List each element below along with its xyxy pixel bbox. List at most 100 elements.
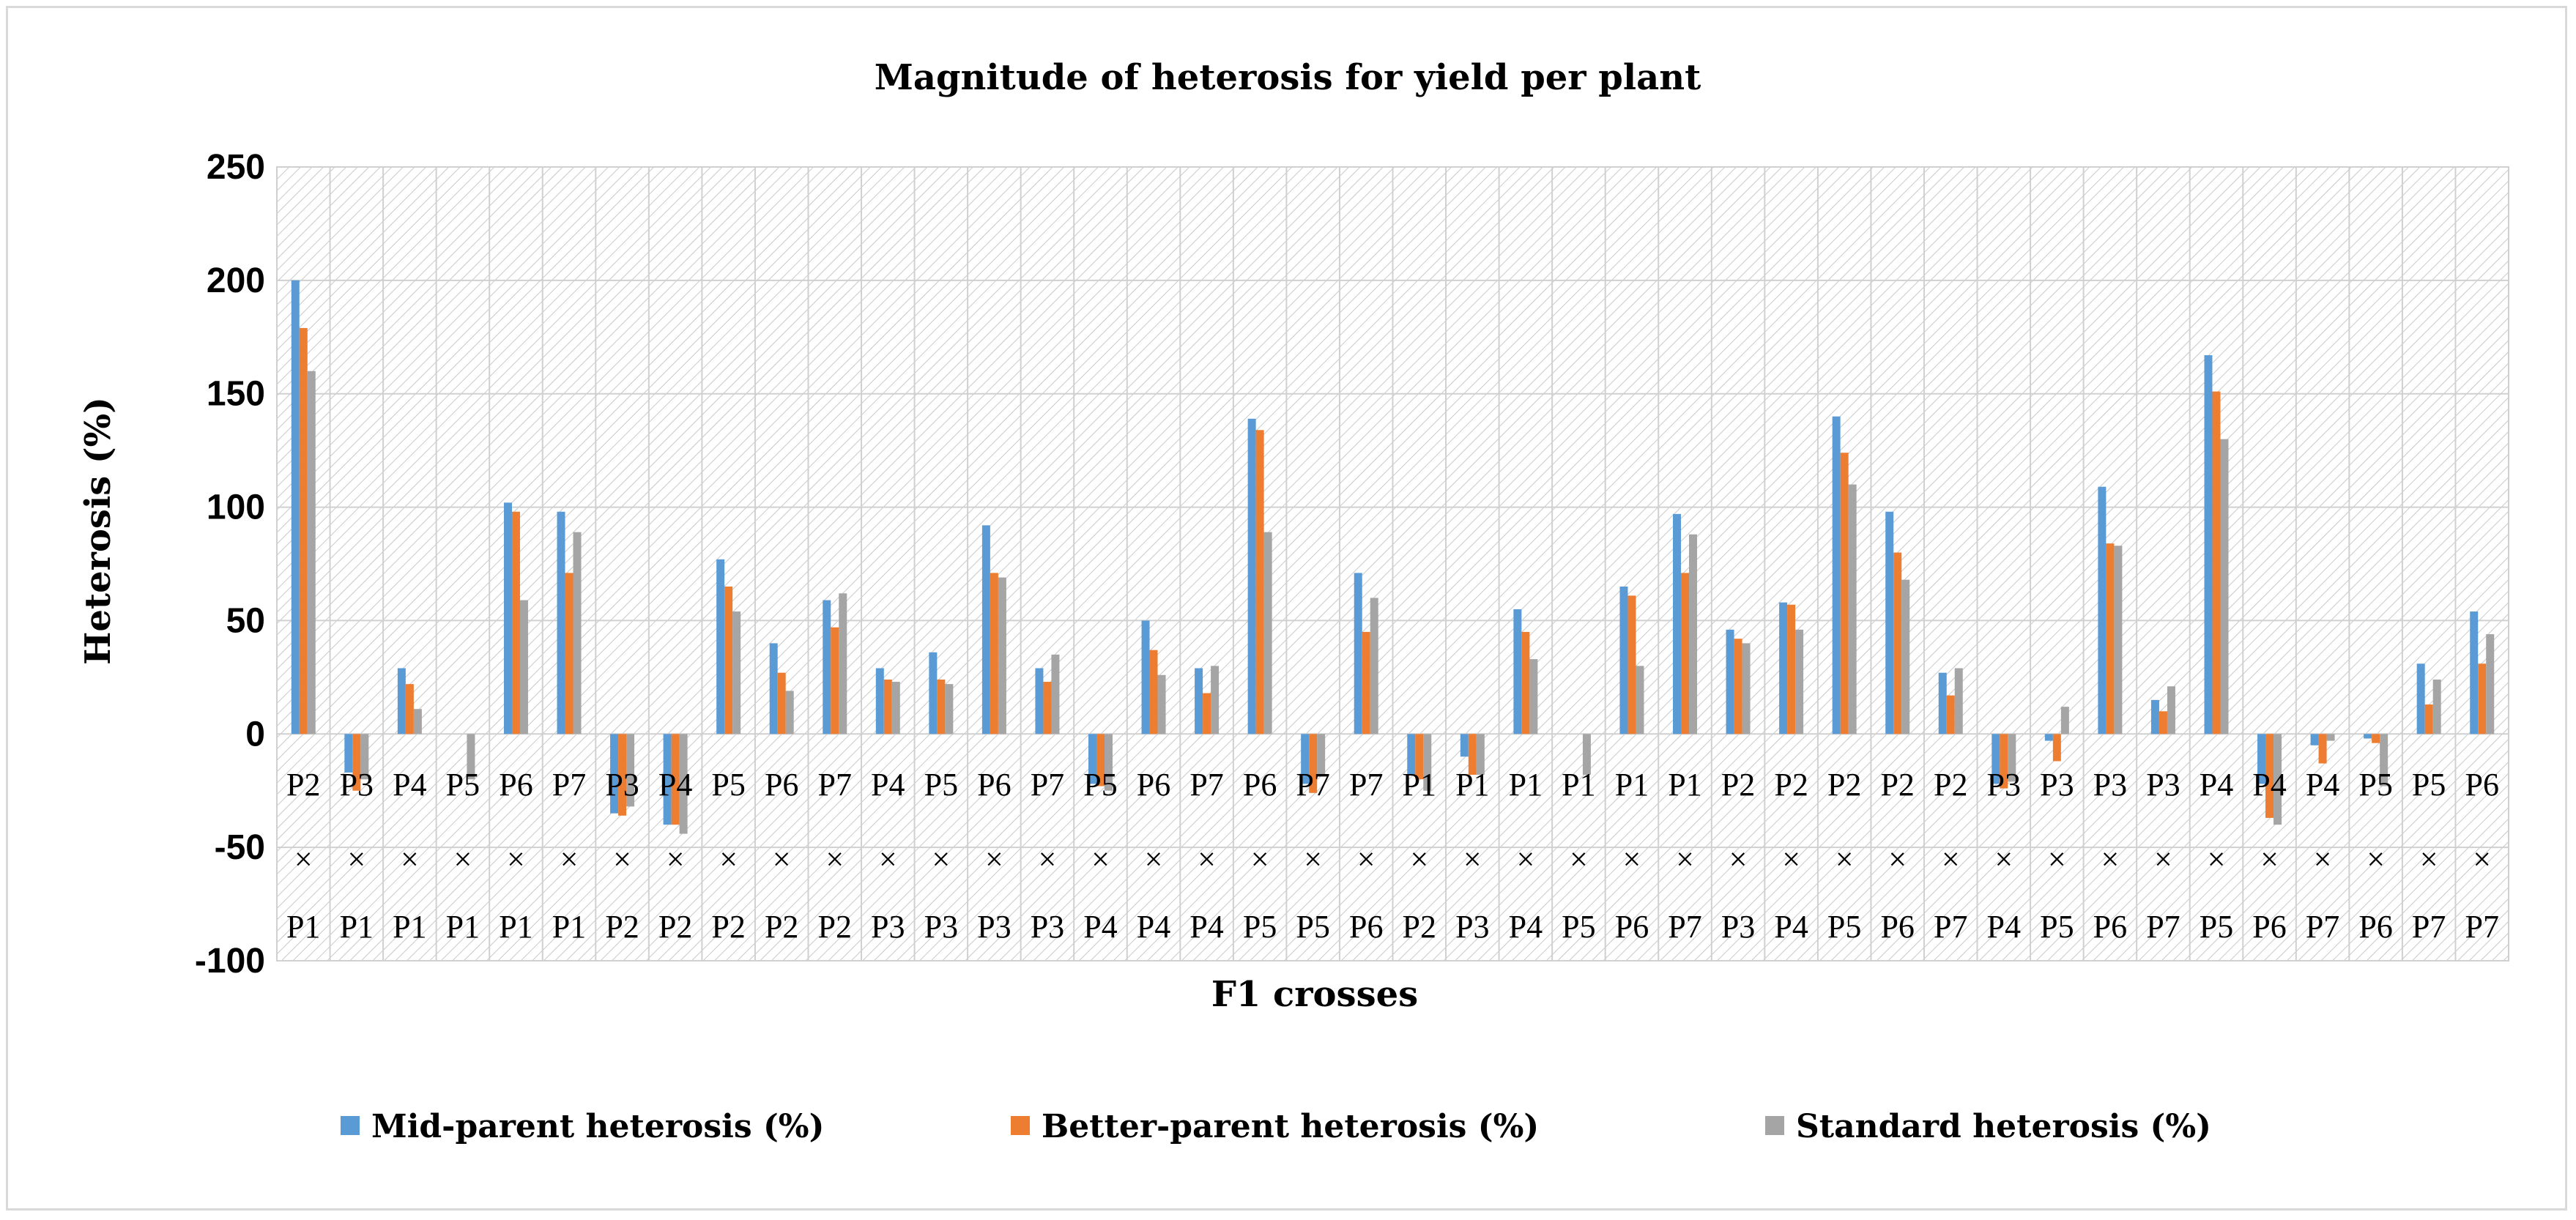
- bar: [1468, 734, 1477, 775]
- category-label-top: P3: [2040, 767, 2074, 803]
- category-label-bottom: P5: [1243, 909, 1277, 945]
- category-label-top: P1: [1509, 767, 1543, 803]
- category-label-top: P4: [393, 767, 426, 803]
- bar: [716, 559, 725, 734]
- bar: [1582, 734, 1591, 775]
- bar: [1742, 643, 1751, 734]
- bar: [1301, 734, 1310, 784]
- bar: [1211, 666, 1220, 734]
- category-label-top: P7: [1189, 767, 1223, 803]
- bar: [291, 280, 300, 734]
- bar: [1104, 734, 1113, 791]
- category-label-bottom: P5: [1296, 909, 1329, 945]
- bar: [1795, 629, 1804, 734]
- y-axis-title: Heterosis (%): [78, 397, 119, 665]
- bar: [679, 734, 688, 834]
- category-cross-symbol: ×: [1304, 841, 1322, 877]
- category-cross-symbol: ×: [1623, 841, 1641, 877]
- bar: [891, 682, 900, 734]
- category-labels: P2 × P1 P3 × P1 P4 × P1 P5 × P1 P6 × P1 P7 × P1 P3 × P2 P4 × P2…: [286, 767, 2499, 945]
- bar: [1141, 620, 1150, 734]
- bar: [1954, 668, 1963, 734]
- bar: [1255, 430, 1264, 734]
- category-label-bottom: P1: [446, 909, 480, 945]
- y-tick-label: 250: [207, 148, 265, 187]
- bar: [2318, 734, 2327, 764]
- category-label-bottom: P4: [1509, 909, 1543, 945]
- legend: Mid-parent heterosis (%) Better-parent he…: [341, 1108, 2211, 1145]
- bar: [2257, 734, 2266, 784]
- category-label-bottom: P7: [2146, 909, 2180, 945]
- legend-label: Mid-parent heterosis (%): [371, 1108, 824, 1145]
- category-label-bottom: P1: [499, 909, 532, 945]
- bar: [1247, 418, 1256, 734]
- category-label-bottom: P1: [286, 909, 320, 945]
- category-cross-symbol: ×: [507, 841, 525, 877]
- bar: [883, 679, 892, 734]
- category-label-bottom: P2: [605, 909, 639, 945]
- category-label-top: P6: [1243, 767, 1277, 803]
- bar: [1309, 734, 1318, 793]
- category-label-bottom: P6: [2252, 909, 2286, 945]
- category-cross-symbol: ×: [985, 841, 1003, 877]
- category-label-bottom: P7: [2465, 909, 2498, 945]
- bar: [1529, 659, 1538, 734]
- category-label-top: P1: [1668, 767, 1701, 803]
- category-cross-symbol: ×: [1836, 841, 1854, 877]
- category-cross-symbol: ×: [2048, 841, 2066, 877]
- bar: [937, 679, 946, 734]
- category-label-top: P7: [1296, 767, 1329, 803]
- category-label-bottom: P2: [765, 909, 798, 945]
- category-cross-symbol: ×: [1729, 841, 1748, 877]
- bar: [1832, 416, 1841, 734]
- bar: [2380, 734, 2388, 786]
- category-label-bottom: P6: [1880, 909, 1914, 945]
- category-label-top: P7: [818, 767, 852, 803]
- category-label-bottom: P6: [1615, 909, 1649, 945]
- bar: [1476, 734, 1485, 775]
- category-label-bottom: P2: [658, 909, 692, 945]
- category-cross-symbol: ×: [825, 841, 844, 877]
- bar: [1157, 674, 1166, 734]
- category-cross-symbol: ×: [2314, 841, 2332, 877]
- bar: [1787, 604, 1796, 734]
- bar: [1726, 629, 1734, 734]
- bar: [1317, 734, 1326, 775]
- category-label-bottom: P6: [2093, 909, 2127, 945]
- bar: [413, 709, 422, 734]
- category-label-bottom: P7: [1934, 909, 1967, 945]
- bar: [467, 734, 475, 780]
- category-label-top: P7: [552, 767, 586, 803]
- bar: [2478, 663, 2487, 734]
- category-cross-symbol: ×: [2420, 841, 2438, 877]
- bar: [981, 525, 990, 734]
- category-cross-symbol: ×: [2154, 841, 2172, 877]
- bar: [777, 672, 786, 734]
- bar: [769, 643, 778, 734]
- bar: [1362, 631, 1370, 734]
- bar: [557, 511, 565, 734]
- category-cross-symbol: ×: [1463, 841, 1482, 877]
- category-label-bottom: P6: [2358, 909, 2392, 945]
- bar: [2220, 439, 2229, 734]
- bar: [1035, 668, 1044, 734]
- legend-label: Standard heterosis (%): [1796, 1108, 2211, 1145]
- category-label-bottom: P3: [1721, 909, 1755, 945]
- category-cross-symbol: ×: [1782, 841, 1800, 877]
- category-label-bottom: P5: [2200, 909, 2233, 945]
- gridlines: [276, 166, 2509, 962]
- category-label-bottom: P3: [977, 909, 1011, 945]
- bar: [663, 734, 672, 825]
- bar: [1051, 654, 1060, 734]
- category-label-bottom: P1: [552, 909, 586, 945]
- bar: [1521, 631, 1530, 734]
- bar: [671, 734, 680, 825]
- bar: [1423, 734, 1432, 791]
- category-label-top: P2: [286, 767, 320, 803]
- category-label-bottom: P1: [393, 909, 426, 945]
- category-cross-symbol: ×: [454, 841, 472, 877]
- category-label-top: P2: [1880, 767, 1914, 803]
- bar: [2486, 634, 2495, 734]
- category-label-top: P5: [2412, 767, 2446, 803]
- bar: [2052, 734, 2061, 762]
